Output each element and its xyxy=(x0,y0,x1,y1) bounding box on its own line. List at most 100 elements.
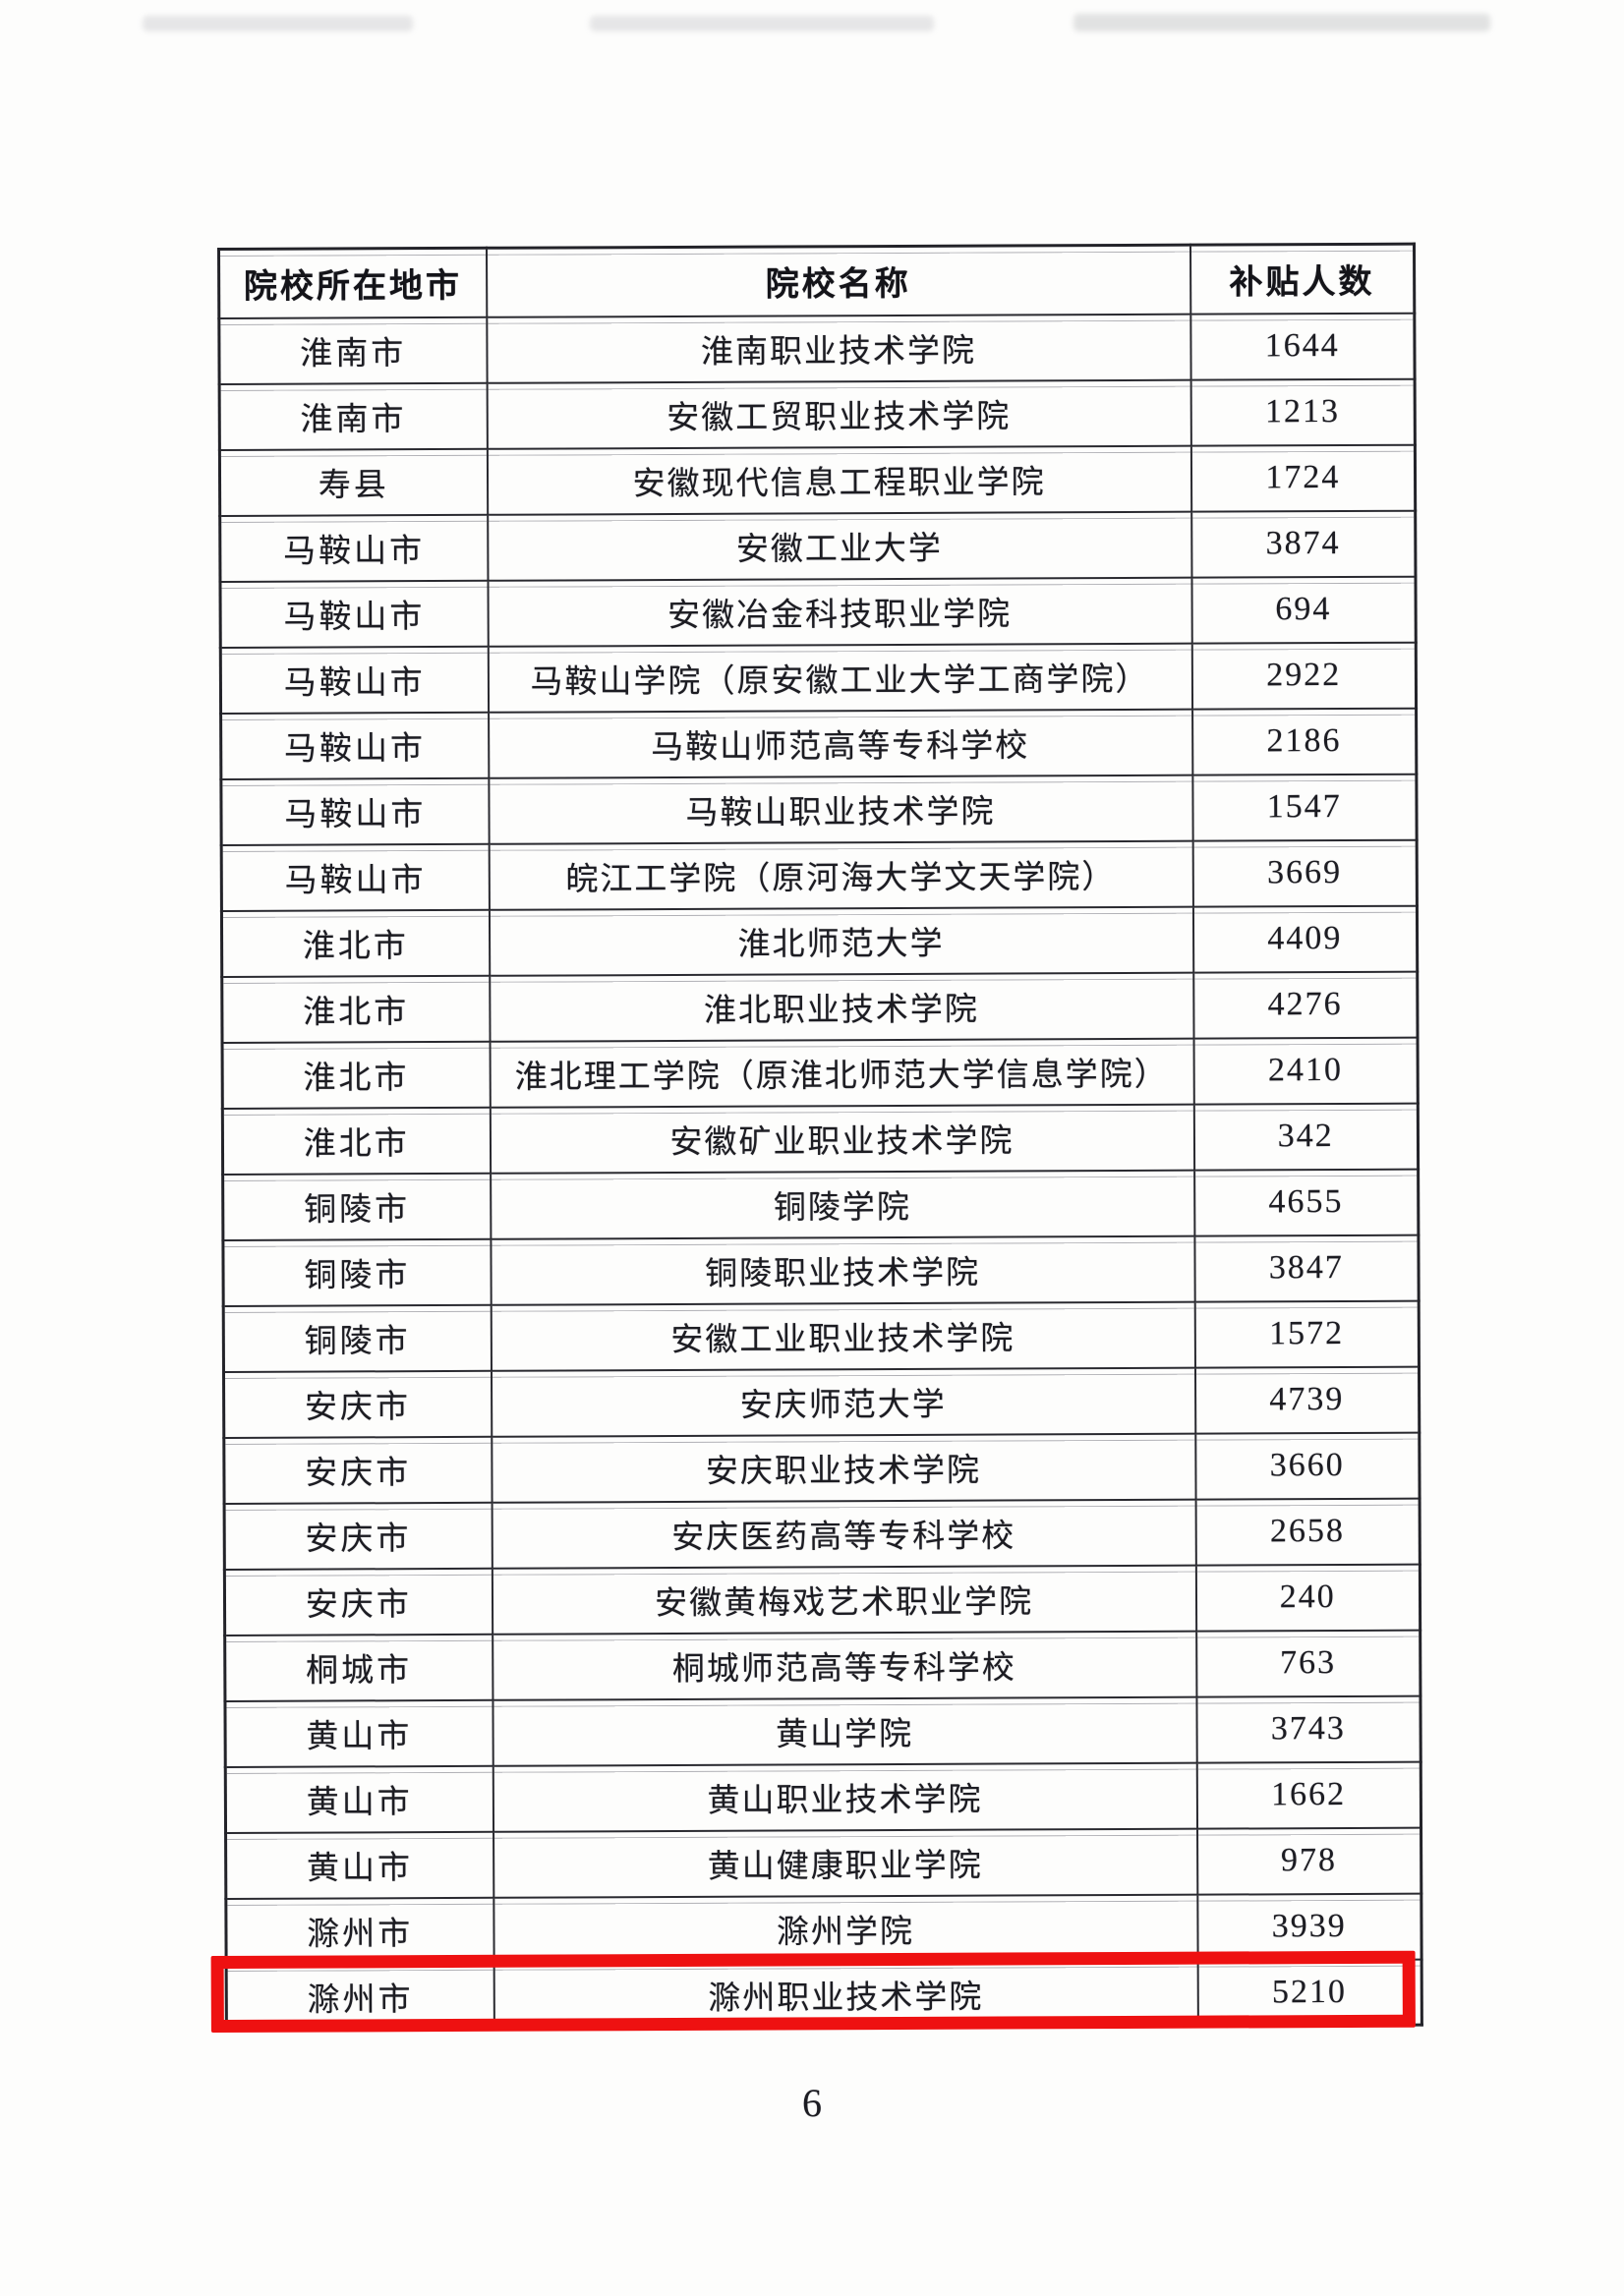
name-cell: 淮南职业技术学院 xyxy=(486,314,1191,383)
name-cell: 安徽冶金科技职业学院 xyxy=(487,577,1192,647)
count-cell: 2658 xyxy=(1195,1498,1421,1566)
city-cell: 桐城市 xyxy=(224,1634,493,1701)
table-row: 安庆市 安庆师范大学 4739 xyxy=(223,1366,1420,1438)
city-cell: 安庆市 xyxy=(223,1370,492,1438)
count-cell: 3939 xyxy=(1196,1893,1422,1961)
table-row: 马鞍山市 安徽工业大学 3874 xyxy=(219,510,1416,582)
table-header: 院校所在地市 院校名称 补贴人数 xyxy=(218,244,1415,318)
table-row: 滁州市 滁州职业技术学院 5210 xyxy=(226,1959,1422,2031)
count-cell: 1724 xyxy=(1190,444,1416,512)
name-cell: 铜陵学院 xyxy=(490,1170,1194,1239)
table-row: 淮北市 淮北职业技术学院 4276 xyxy=(221,971,1419,1043)
name-cell: 黄山学院 xyxy=(492,1696,1197,1766)
count-cell: 4409 xyxy=(1192,905,1418,973)
city-cell: 铜陵市 xyxy=(222,1173,491,1240)
table-row: 铜陵市 安徽工业职业技术学院 1572 xyxy=(223,1300,1420,1372)
city-cell: 马鞍山市 xyxy=(219,580,489,648)
city-cell: 铜陵市 xyxy=(223,1304,492,1372)
name-cell: 滁州职业技术学院 xyxy=(493,1960,1198,2030)
count-cell: 4739 xyxy=(1194,1366,1420,1434)
table-row: 铜陵市 铜陵职业技术学院 3847 xyxy=(222,1234,1420,1306)
count-cell: 2186 xyxy=(1191,708,1417,775)
name-cell: 马鞍山职业技术学院 xyxy=(488,775,1193,844)
name-cell: 马鞍山师范高等专科学校 xyxy=(488,709,1192,778)
header-city: 院校所在地市 xyxy=(218,248,487,318)
city-cell: 黄山市 xyxy=(224,1699,493,1767)
count-cell: 3660 xyxy=(1194,1432,1421,1500)
city-cell: 寿县 xyxy=(219,448,488,516)
city-cell: 滁州市 xyxy=(226,1963,494,2031)
name-cell: 安徽黄梅戏艺术职业学院 xyxy=(492,1565,1196,1635)
name-cell: 安徽矿业职业技术学院 xyxy=(490,1104,1194,1174)
name-cell: 桐城师范高等专科学校 xyxy=(492,1631,1196,1700)
table-row: 淮北市 安徽矿业职业技术学院 342 xyxy=(222,1103,1419,1175)
count-cell: 763 xyxy=(1195,1630,1421,1697)
table-body: 淮南市 淮南职业技术学院 1644 淮南市 安徽工贸职业技术学院 1213 寿县 安徽现代信息… xyxy=(218,313,1422,2031)
count-cell: 1547 xyxy=(1191,774,1418,841)
table-row: 黄山市 黄山职业技术学院 1662 xyxy=(225,1761,1421,1833)
header-row: 院校所在地市 院校名称 补贴人数 xyxy=(218,244,1415,318)
table-row: 滁州市 滁州学院 3939 xyxy=(225,1893,1422,1965)
table-row: 淮北市 淮北理工学院（原淮北师范大学信息学院） 2410 xyxy=(222,1037,1419,1109)
city-cell: 安庆市 xyxy=(224,1502,493,1570)
city-cell: 淮北市 xyxy=(222,1041,491,1109)
name-cell: 安庆医药高等专科学校 xyxy=(492,1499,1196,1569)
page-number: 6 xyxy=(802,2081,822,2125)
count-cell: 2922 xyxy=(1191,642,1417,710)
count-cell: 1572 xyxy=(1194,1300,1420,1368)
name-cell: 淮北师范大学 xyxy=(489,906,1193,976)
table-row: 淮南市 淮南职业技术学院 1644 xyxy=(218,313,1416,384)
count-cell: 342 xyxy=(1193,1103,1419,1171)
header-count: 补贴人数 xyxy=(1189,244,1415,315)
table-row: 黄山市 黄山健康职业学院 978 xyxy=(225,1827,1421,1899)
subsidy-table-wrapper: 院校所在地市 院校名称 补贴人数 淮南市 淮南职业技术学院 1644 淮南市 安徽工贸职… xyxy=(210,242,1423,2034)
table-row: 马鞍山市 皖江工学院（原河海大学文天学院） 3669 xyxy=(221,839,1418,911)
city-cell: 马鞍山市 xyxy=(220,712,489,779)
count-cell: 3874 xyxy=(1190,510,1416,578)
table-row: 淮北市 淮北师范大学 4409 xyxy=(221,905,1418,977)
name-cell: 安徽现代信息工程职业学院 xyxy=(487,445,1191,515)
table-row: 安庆市 安庆医药高等专科学校 2658 xyxy=(224,1498,1421,1570)
name-cell: 滁州学院 xyxy=(493,1894,1198,1964)
name-cell: 安徽工贸职业技术学院 xyxy=(487,379,1191,449)
city-cell: 淮南市 xyxy=(219,382,488,450)
count-cell: 694 xyxy=(1190,576,1417,644)
table-row: 黄山市 黄山学院 3743 xyxy=(224,1695,1421,1767)
table-row: 寿县 安徽现代信息工程职业学院 1724 xyxy=(219,444,1416,516)
city-cell: 淮北市 xyxy=(222,1107,491,1175)
city-cell: 淮北市 xyxy=(221,909,490,977)
header-name: 院校名称 xyxy=(486,245,1190,317)
table-row: 马鞍山市 马鞍山职业技术学院 1547 xyxy=(220,774,1418,845)
city-cell: 淮南市 xyxy=(218,316,488,384)
name-cell: 安庆师范大学 xyxy=(491,1367,1195,1437)
count-cell: 3847 xyxy=(1193,1234,1420,1302)
count-cell: 978 xyxy=(1196,1827,1421,1895)
count-cell: 4276 xyxy=(1192,971,1419,1039)
count-cell: 1213 xyxy=(1190,378,1416,446)
city-cell: 安庆市 xyxy=(223,1436,493,1504)
name-cell: 安庆职业技术学院 xyxy=(491,1433,1196,1503)
name-cell: 淮北理工学院（原淮北师范大学信息学院） xyxy=(490,1038,1194,1108)
name-cell: 马鞍山学院（原安徽工业大学工商学院） xyxy=(488,643,1192,713)
scan-artifact xyxy=(1073,14,1490,31)
count-cell: 5210 xyxy=(1197,1959,1422,2027)
name-cell: 黄山职业技术学院 xyxy=(493,1762,1197,1832)
name-cell: 安徽工业职业技术学院 xyxy=(491,1301,1195,1371)
city-cell: 黄山市 xyxy=(225,1831,493,1899)
scan-artifact xyxy=(590,16,934,31)
table-row: 桐城市 桐城师范高等专科学校 763 xyxy=(224,1630,1421,1701)
name-cell: 皖江工学院（原河海大学文天学院） xyxy=(489,840,1193,910)
table-row: 安庆市 安庆职业技术学院 3660 xyxy=(223,1432,1421,1504)
table-row: 淮南市 安徽工贸职业技术学院 1213 xyxy=(219,378,1416,450)
name-cell: 安徽工业大学 xyxy=(487,511,1191,581)
city-cell: 马鞍山市 xyxy=(219,514,488,582)
name-cell: 黄山健康职业学院 xyxy=(493,1828,1197,1898)
city-cell: 滁州市 xyxy=(225,1897,494,1965)
city-cell: 马鞍山市 xyxy=(221,843,490,911)
table-row: 铜陵市 铜陵学院 4655 xyxy=(222,1169,1419,1240)
count-cell: 3669 xyxy=(1192,839,1418,907)
city-cell: 黄山市 xyxy=(225,1765,493,1833)
table-row: 马鞍山市 安徽冶金科技职业学院 694 xyxy=(219,576,1417,648)
subsidy-table: 院校所在地市 院校名称 补贴人数 淮南市 淮南职业技术学院 1644 淮南市 安徽工贸职… xyxy=(217,242,1423,2032)
